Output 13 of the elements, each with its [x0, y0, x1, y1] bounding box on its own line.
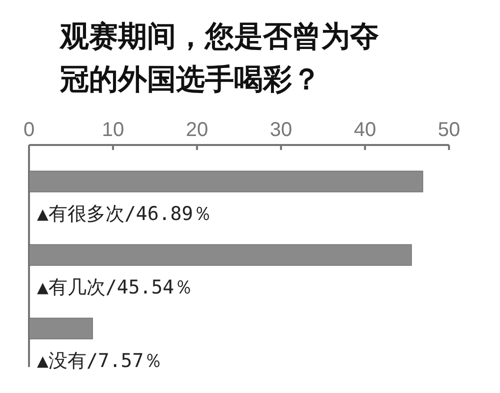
y-tick-label: ▲没有/7.57％	[37, 350, 163, 372]
y-tick-label: ▲有很多次/46.89％	[37, 203, 212, 225]
x-tick-label: 30	[270, 119, 292, 141]
bar	[28, 170, 424, 192]
x-tick-label: 50	[438, 119, 460, 141]
y-tick-label: ▲有几次/45.54％	[37, 276, 194, 298]
x-tick-label: 0	[23, 119, 35, 141]
x-tick-label: 20	[186, 119, 208, 141]
x-tick-label: 10	[102, 119, 124, 141]
x-tick-label: 40	[354, 119, 376, 141]
bar	[28, 244, 412, 266]
bar	[28, 318, 93, 340]
chart-title: 观赛期间，您是否曾为夺冠的外国选手喝彩？	[59, 19, 379, 96]
